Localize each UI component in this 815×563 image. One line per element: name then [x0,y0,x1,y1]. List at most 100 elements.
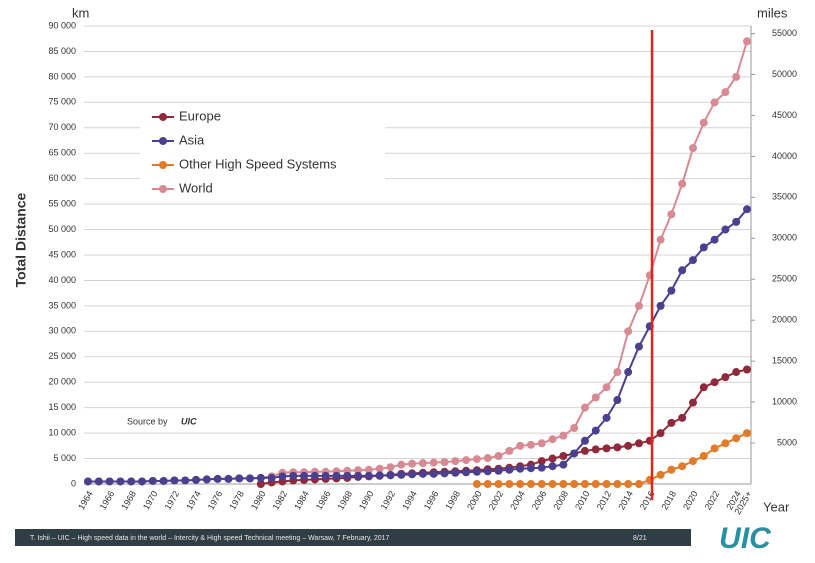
data-point [505,480,514,488]
data-point [634,439,643,448]
data-point [624,480,633,488]
x-tick-label: 2010 [573,489,592,511]
x-tick-label: 2018 [659,489,678,511]
data-point [699,383,708,392]
data-point [364,471,373,480]
data-point [602,383,611,392]
y2-unit: miles [757,5,788,20]
x-tick-label: 1978 [227,489,246,511]
data-point [624,441,633,450]
data-point [721,225,730,234]
data-point [688,144,697,153]
data-point [710,98,719,107]
x-tick-label: 1998 [443,489,462,511]
data-point [386,463,395,472]
page-number: 8/21 [633,535,647,542]
y2-tick-label: 50000 [772,69,797,79]
data-point [440,458,449,467]
data-point [364,465,373,474]
data-point [580,436,589,445]
data-point [688,457,697,466]
data-point [505,465,514,474]
y-tick-label: 80 000 [48,71,76,81]
y-tick-label: 30 000 [48,326,76,336]
data-point [699,452,708,461]
data-point [624,327,633,336]
x-tick-label: 2006 [530,489,549,511]
y2-tick-label: 10000 [772,396,797,406]
data-point [516,480,525,488]
data-point [743,429,751,438]
data-point [580,480,589,488]
y2-tick-label: 15000 [772,356,797,366]
source: Source by UIC [122,413,222,431]
data-point [397,460,406,469]
data-point [375,464,384,473]
data-point [472,467,481,476]
data-point [548,435,557,444]
data-point [429,469,438,478]
data-point [721,373,730,382]
data-point [591,393,600,402]
y-tick-label: 0 [71,478,76,488]
x-tick-label: 1970 [141,489,160,511]
data-point [613,396,622,405]
y-tick-label: 20 000 [48,377,76,387]
y-tick-label: 5 000 [53,453,76,463]
data-point [278,472,287,481]
y2-tick-label: 30000 [772,233,797,243]
legend-swatch [159,185,167,193]
data-point [678,179,687,188]
data-point [570,424,579,433]
x-axis-label: Year [763,499,790,514]
data-point [310,471,319,480]
data-point [84,477,92,486]
data-point [591,445,600,454]
data-point [656,429,665,438]
data-point [667,286,676,295]
source-bg [122,413,222,431]
data-point [483,467,492,476]
y2-tick-label: 45000 [772,110,797,120]
data-point [580,403,589,412]
data-point [678,413,687,422]
y-tick-label: 35 000 [48,300,76,310]
data-point [710,235,719,244]
legend-swatch [159,137,167,145]
data-point [613,480,622,488]
data-point [743,37,751,46]
data-point [732,368,741,377]
data-point [537,457,546,466]
data-point [170,476,179,485]
data-point [580,446,589,455]
data-point [181,476,190,485]
x-tick-label: 1974 [184,489,203,511]
data-point [548,480,557,488]
data-point [408,470,417,479]
data-point [472,480,481,488]
x-tick-label: 1990 [357,489,376,511]
data-point [570,449,579,458]
data-point [591,480,600,488]
data-point [559,460,568,469]
legend-label: World [179,180,213,195]
y2-tick-label: 20000 [772,315,797,325]
legend-label: Other High Speed Systems [179,156,337,171]
x-tick-label: 1996 [422,489,441,511]
data-point [494,480,503,488]
data-point [624,368,633,377]
y2-tick-label: 35000 [772,192,797,202]
x-tick-label: 1986 [314,489,333,511]
x-tick-label: 1980 [249,489,268,511]
data-point [332,471,341,480]
data-point [483,480,492,488]
data-point [743,205,751,214]
data-point [613,443,622,452]
data-point [559,480,568,488]
data-point [462,468,471,477]
y-tick-label: 40 000 [48,275,76,285]
source-text: Source by [127,416,168,426]
data-point [94,477,103,486]
x-tick-label: 1966 [98,489,117,511]
